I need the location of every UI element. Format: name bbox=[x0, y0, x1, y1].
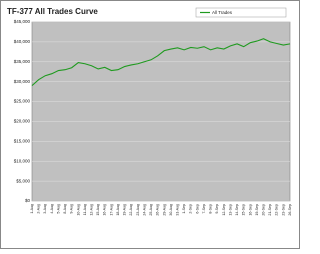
y-tick-label: $45,000 bbox=[14, 19, 31, 24]
x-tick-label: 6-Sep bbox=[195, 204, 199, 214]
y-tick-label: $0 bbox=[25, 198, 31, 203]
x-tick-label: 7-Sep bbox=[202, 204, 206, 214]
x-tick-label: 2-Sep bbox=[189, 204, 193, 214]
x-tick-label: 5-Aug bbox=[56, 204, 60, 214]
chart-title: TF-377 All Trades Curve bbox=[7, 7, 98, 16]
x-tick-label: 30-Aug bbox=[169, 204, 173, 216]
x-tick-label: 20-Sep bbox=[261, 204, 265, 216]
x-tick-label: 22-Sep bbox=[275, 204, 279, 216]
x-tick-label: 9-Sep bbox=[215, 204, 219, 214]
x-tick-label: 18-Aug bbox=[116, 204, 120, 216]
data-line bbox=[31, 38, 291, 87]
x-tick-label: 8-Sep bbox=[209, 204, 213, 214]
x-tick-label: 14-Sep bbox=[235, 204, 239, 216]
x-tick-label: 19-Aug bbox=[123, 204, 127, 216]
y-tick-label: $30,000 bbox=[14, 79, 31, 84]
x-tick-label: 15-Sep bbox=[242, 204, 246, 216]
x-tick-label: 13-Sep bbox=[228, 204, 232, 216]
x-tick-label: 15-Aug bbox=[96, 204, 100, 216]
x-tick-label: 1-Sep bbox=[182, 204, 186, 214]
x-tick-label: 23-Aug bbox=[136, 204, 140, 216]
x-tick-label: 19-Sep bbox=[255, 204, 259, 216]
x-tick-label: 26-Aug bbox=[156, 204, 160, 216]
x-tick-label: 29-Aug bbox=[162, 204, 166, 216]
x-tick-label: 12-Aug bbox=[89, 204, 93, 216]
legend-box bbox=[195, 7, 287, 18]
x-tick-label: 22-Aug bbox=[129, 204, 133, 216]
x-tick-label: 9-Aug bbox=[70, 204, 74, 214]
x-tick-label: 24-Aug bbox=[142, 204, 146, 216]
x-tick-label: 10-Aug bbox=[76, 204, 80, 216]
x-tick-label: 11-Aug bbox=[83, 204, 87, 215]
x-tick-label: 16-Aug bbox=[103, 204, 107, 216]
y-tick-label: $5,000 bbox=[16, 178, 30, 183]
x-tick-label: 8-Aug bbox=[63, 204, 67, 214]
x-tick-label: 23-Sep bbox=[281, 204, 285, 216]
x-tick-label: 4-Aug bbox=[50, 204, 54, 214]
y-tick-label: $20,000 bbox=[14, 119, 31, 124]
x-tick-label: 12-Sep bbox=[222, 204, 226, 216]
y-tick-label: $40,000 bbox=[14, 39, 31, 44]
x-tick-label: 1-Aug bbox=[30, 204, 34, 214]
y-tick-label: $25,000 bbox=[14, 99, 31, 104]
x-tick-label: 3-Aug bbox=[43, 204, 47, 214]
x-tick-label: 17-Aug bbox=[109, 204, 113, 216]
x-tick-label: 21-Sep bbox=[268, 204, 272, 216]
x-tick-label: 2-Aug bbox=[37, 204, 41, 214]
x-tick-label: 25-Aug bbox=[149, 204, 153, 216]
chart: TF-377 All Trades Curve $0 $5,000 $10,000 $… bbox=[0, 0, 300, 249]
y-tick-label: $35,000 bbox=[14, 59, 31, 64]
x-tick-label: 26-Sep bbox=[288, 204, 292, 216]
y-tick-label: $10,000 bbox=[14, 158, 31, 163]
plot-area bbox=[31, 21, 291, 202]
legend-label: All Trades bbox=[212, 10, 233, 15]
y-tick-label: $15,000 bbox=[14, 139, 31, 144]
x-tick-label: 16-Sep bbox=[248, 204, 252, 216]
x-tick-label: 31-Aug bbox=[175, 204, 179, 216]
